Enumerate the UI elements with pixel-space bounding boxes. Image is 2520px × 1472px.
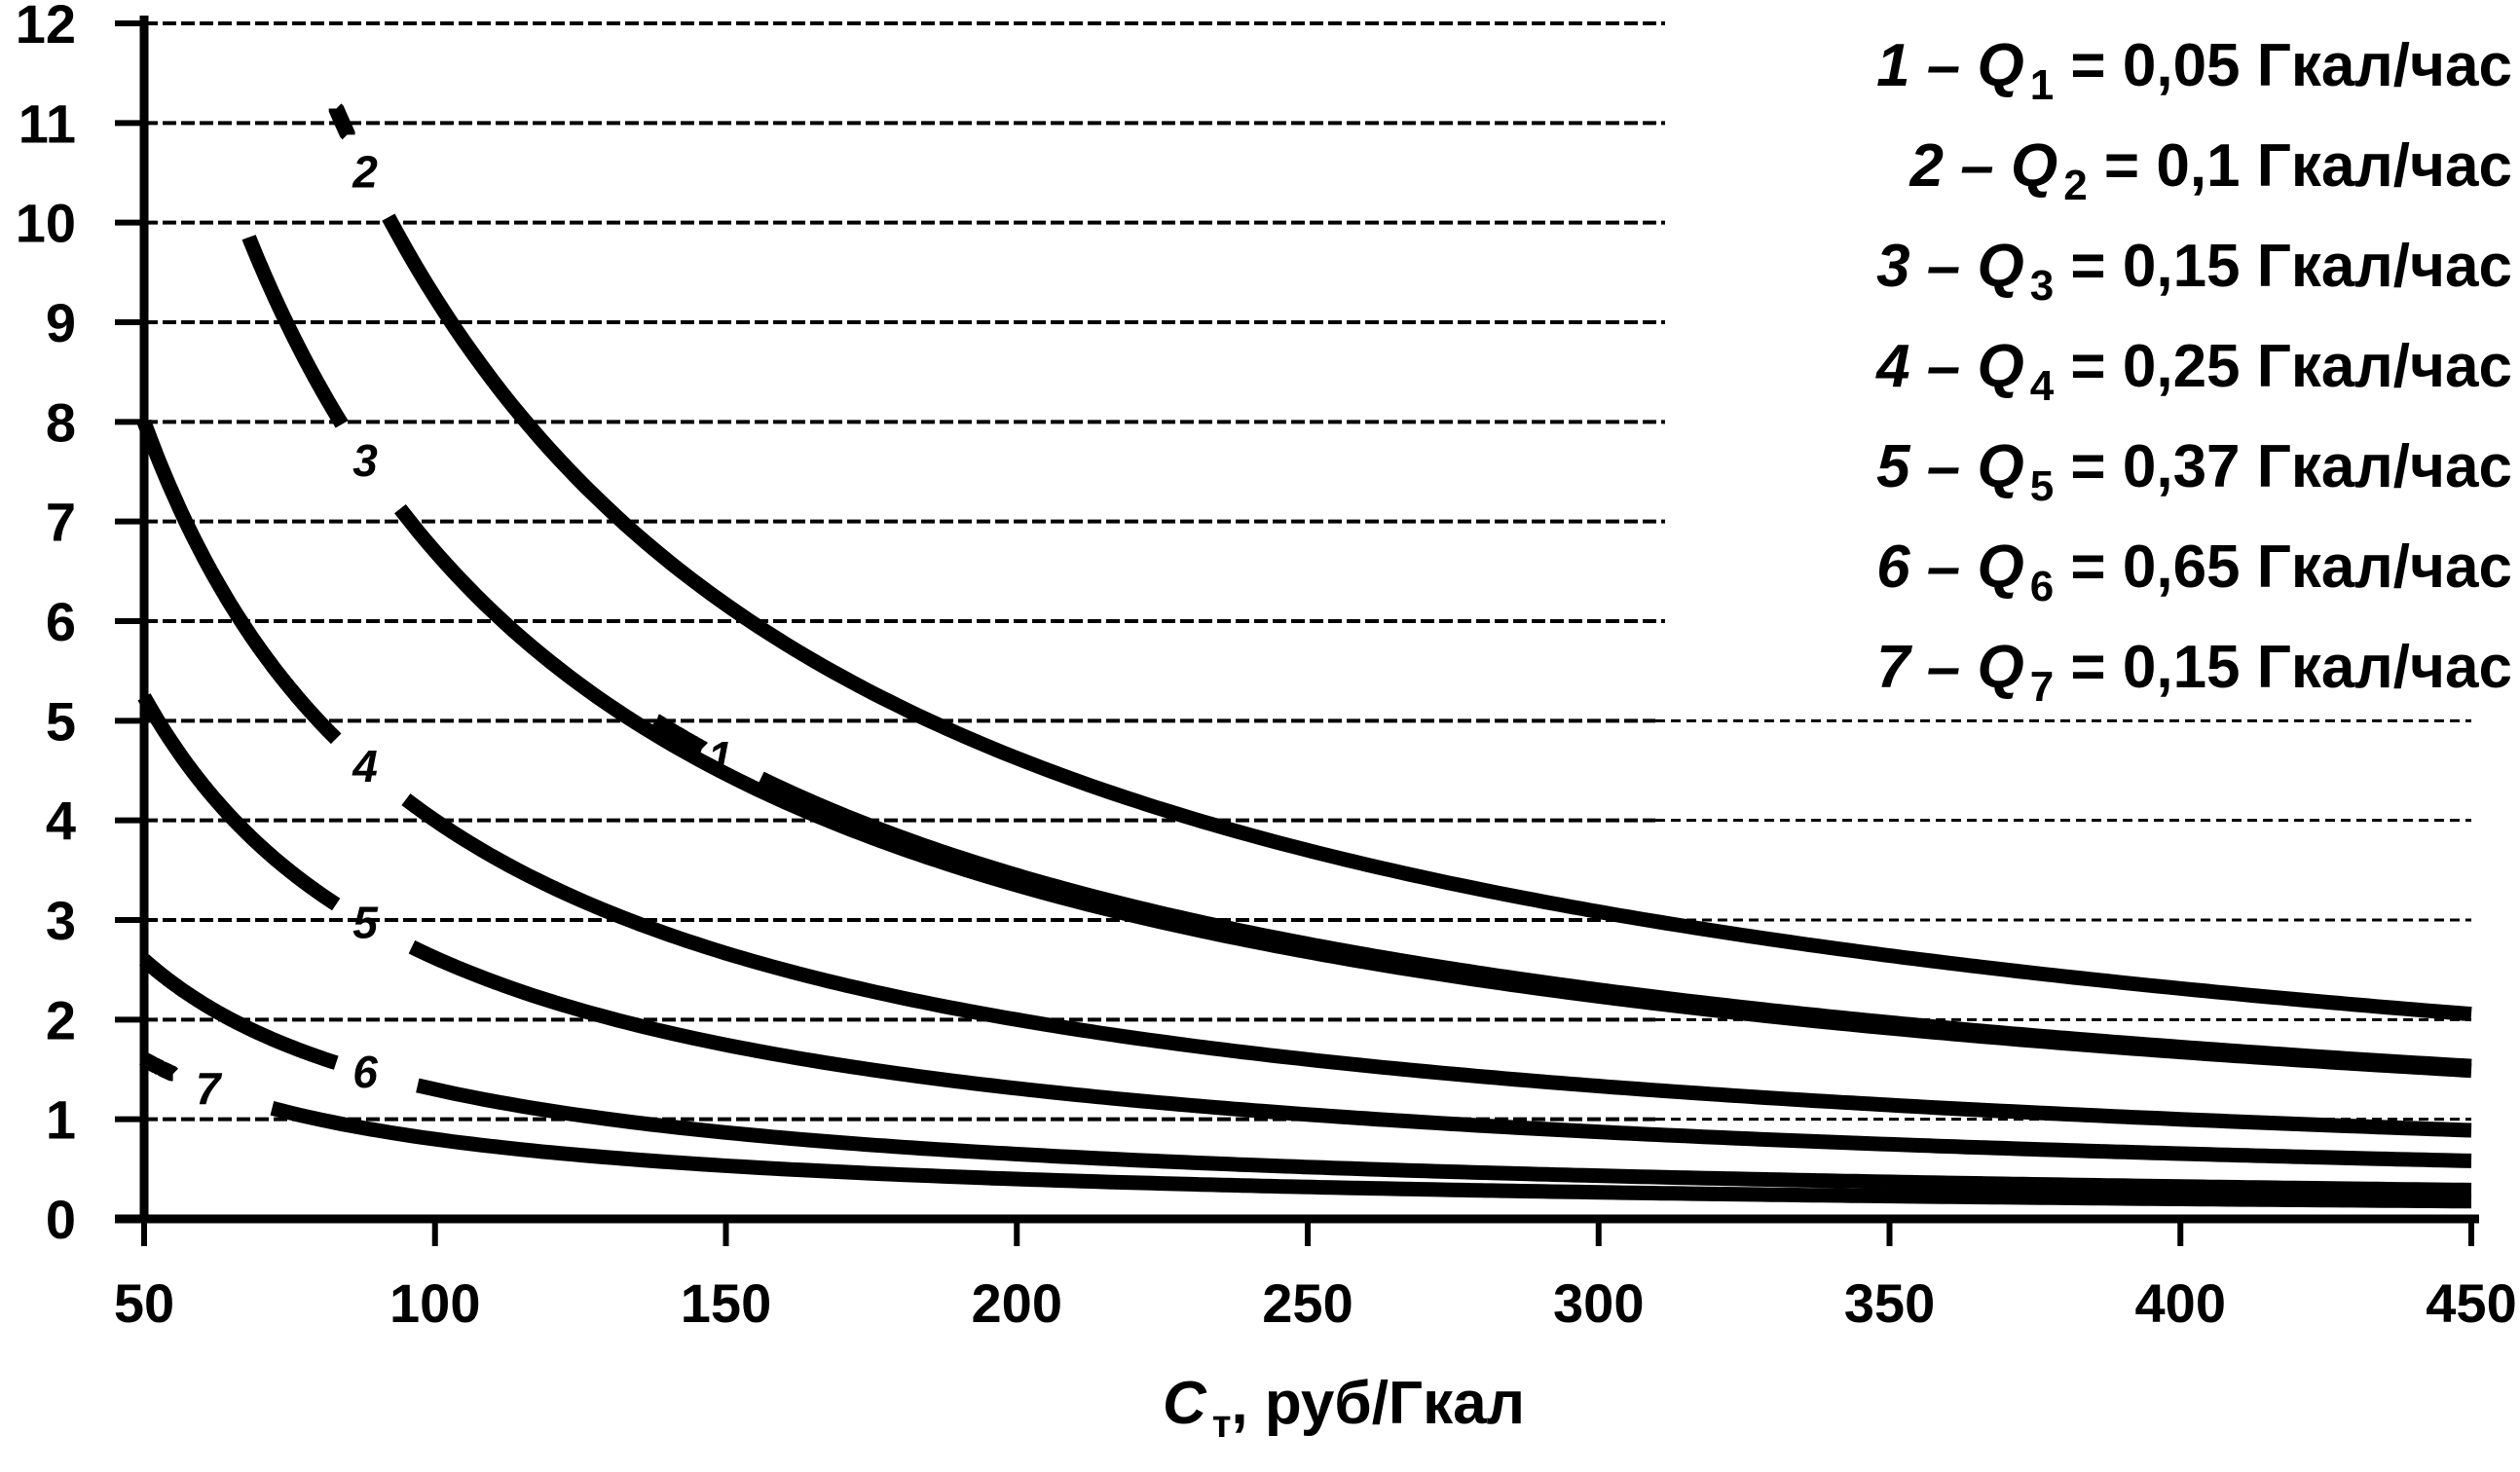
series-7-line-segment-2 (270, 1101, 2472, 1209)
x-tick-label-400: 400 (2135, 1272, 2226, 1334)
series-3-label: 3 (352, 435, 378, 486)
x-tick-label-150: 150 (681, 1272, 771, 1334)
series-3-line-segment-1 (241, 235, 349, 428)
x-tick-label-100: 100 (389, 1272, 480, 1334)
series-1-line-segment-1 (650, 714, 708, 755)
series-2-line-segment-2 (382, 213, 2472, 1022)
x-tick-label-200: 200 (972, 1272, 1062, 1334)
x-tick-label-50: 50 (114, 1272, 174, 1334)
y-tick-label-3: 3 (46, 890, 76, 951)
x-tick-label-300: 300 (1553, 1272, 1644, 1334)
series-7-line-segment-1 (138, 1051, 179, 1082)
y-tick-label-6: 6 (46, 591, 76, 652)
series-4-line-segment-1 (136, 419, 342, 745)
y-tick-label-7: 7 (46, 492, 76, 553)
series-2-label: 2 (352, 146, 378, 197)
y-tick-label-12: 12 (16, 0, 76, 55)
x-tick-label-450: 450 (2426, 1272, 2516, 1334)
series-5-line-segment-1 (137, 693, 341, 911)
series-5-label: 5 (352, 897, 379, 947)
series-6-line-segment-2 (416, 1078, 2472, 1197)
curve-labels: 1 2 3 4 5 6 7 (196, 146, 732, 1113)
x-tick-label-250: 250 (1262, 1272, 1353, 1334)
y-tick-label-11: 11 (19, 92, 76, 154)
grid-lines (144, 21, 2471, 1122)
y-tick-label-1: 1 (46, 1089, 76, 1151)
y-tick-label-5: 5 (46, 690, 76, 752)
y-tick-label-9: 9 (46, 292, 76, 353)
series-3-line-segment-2 (394, 503, 2472, 1079)
x-tick-labels: 50 100 150 200 250 300 350 400 450 (114, 1272, 2517, 1334)
x-axis-symbol: C (1163, 1370, 1207, 1437)
axes (115, 16, 2479, 1246)
y-tick-label-4: 4 (46, 791, 76, 852)
series-7-label: 7 (196, 1063, 223, 1114)
series-5-line-segment-2 (408, 939, 2472, 1168)
series-6-line-segment-1 (139, 954, 339, 1070)
y-tick-label-10: 10 (16, 193, 76, 254)
y-tick-label-8: 8 (46, 391, 76, 453)
series-1-label: 1 (708, 732, 733, 783)
series-4-line-segment-2 (401, 793, 2472, 1138)
x-tick-label-350: 350 (1844, 1272, 1935, 1334)
series-6-label: 6 (352, 1047, 378, 1097)
x-axis-subscript: т (1212, 1403, 1232, 1446)
series-4-label: 4 (352, 741, 378, 791)
series-2-line-segment-1 (328, 103, 355, 140)
x-axis-unit: , руб/Гкал (1231, 1370, 1525, 1437)
plot-curves (136, 103, 2472, 1209)
y-tick-label-2: 2 (46, 989, 76, 1050)
y-tick-label-0: 0 (46, 1189, 76, 1250)
